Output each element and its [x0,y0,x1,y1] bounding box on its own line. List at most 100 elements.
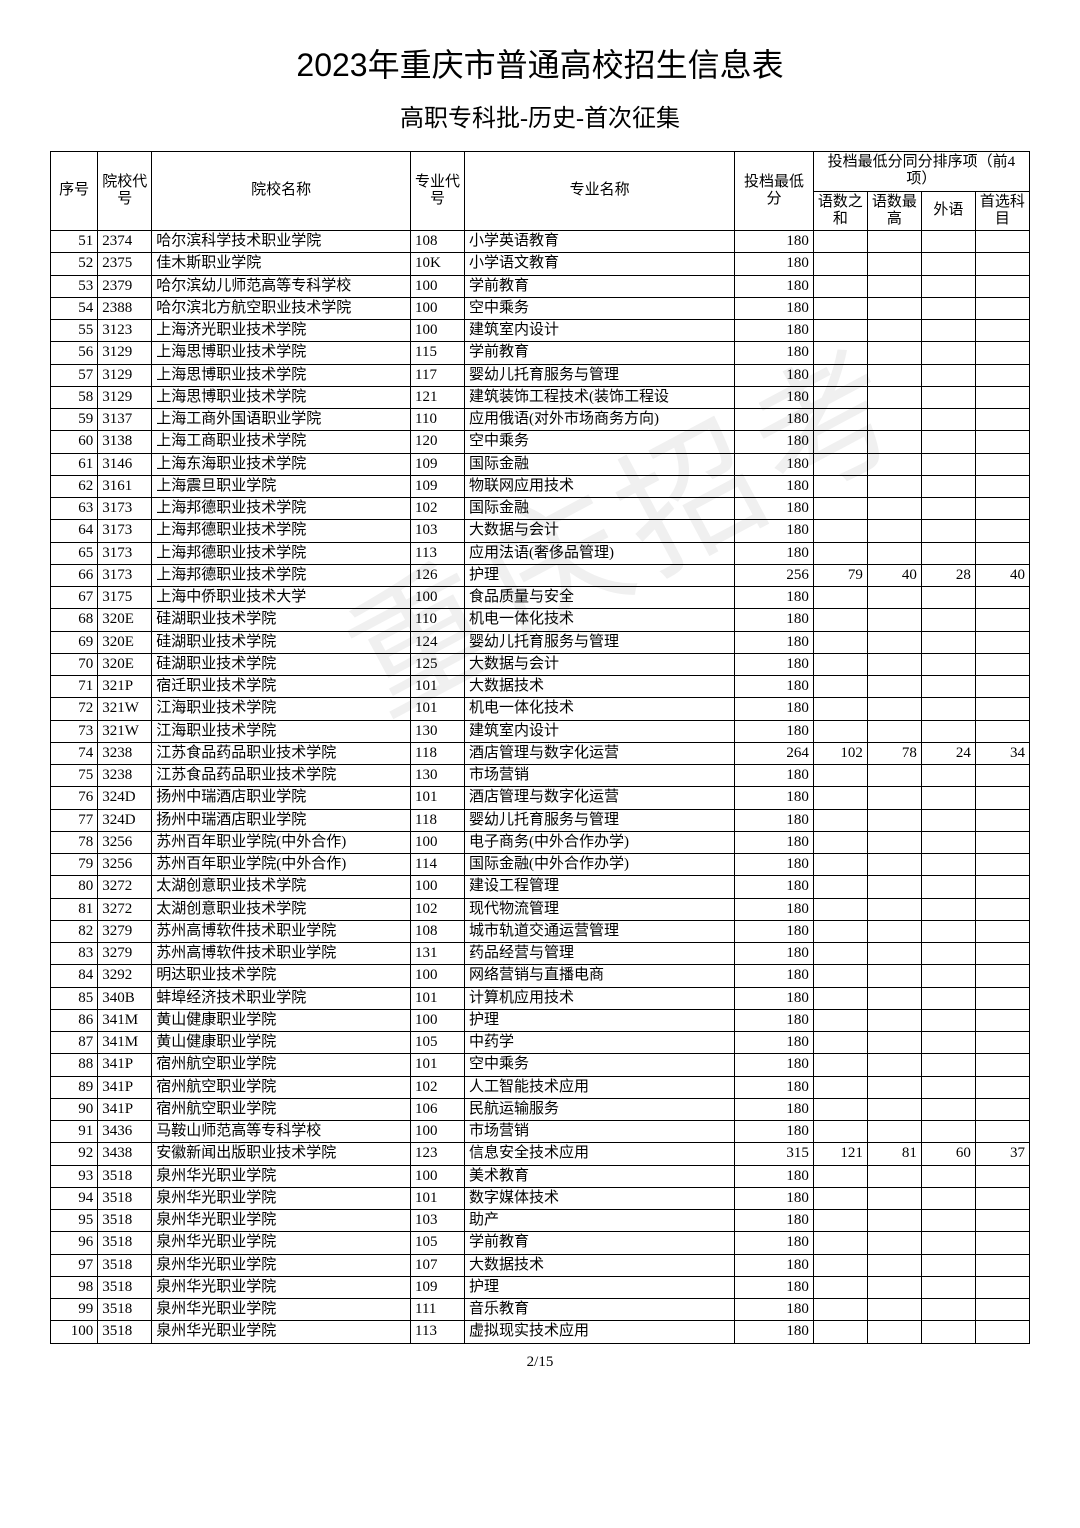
cell-school-code: 3279 [98,943,152,965]
cell-seq: 86 [51,1009,98,1031]
cell-major-name: 空中乘务 [465,297,735,319]
cell-seq: 52 [51,253,98,275]
cell-school-code: 3518 [98,1276,152,1298]
cell-t1: 102 [813,742,867,764]
cell-school-name: 硅湖职业技术学院 [152,609,411,631]
cell-min-score: 180 [735,609,814,631]
cell-t3 [921,631,975,653]
cell-seq: 63 [51,498,98,520]
cell-major-name: 计算机应用技术 [465,987,735,1009]
cell-school-code: 341P [98,1054,152,1076]
cell-major-code: 126 [411,564,465,586]
cell-school-code: 3175 [98,587,152,609]
cell-t4: 37 [975,1143,1029,1165]
cell-seq: 56 [51,342,98,364]
th-school-code: 院校代号 [98,152,152,231]
cell-t3 [921,1254,975,1276]
cell-min-score: 180 [735,765,814,787]
cell-min-score: 180 [735,1254,814,1276]
cell-t1 [813,364,867,386]
th-t2: 语数最高 [867,191,921,231]
cell-major-code: 109 [411,1276,465,1298]
table-row: 803272太湖创意职业技术学院100建设工程管理180 [51,876,1030,898]
cell-t1 [813,1054,867,1076]
cell-t1 [813,809,867,831]
cell-seq: 95 [51,1210,98,1232]
cell-t1 [813,943,867,965]
cell-t3 [921,854,975,876]
cell-t1 [813,787,867,809]
cell-t4 [975,1076,1029,1098]
table-row: 87341M黄山健康职业学院105中药学180 [51,1032,1030,1054]
cell-major-code: 105 [411,1232,465,1254]
cell-school-code: 320E [98,653,152,675]
cell-t3 [921,609,975,631]
cell-major-code: 100 [411,297,465,319]
cell-t1 [813,475,867,497]
cell-school-name: 苏州百年职业学院(中外合作) [152,831,411,853]
cell-school-name: 苏州高博软件技术职业学院 [152,920,411,942]
page-subtitle: 高职专科批-历史-首次征集 [50,98,1030,133]
cell-t4 [975,676,1029,698]
cell-t2 [867,275,921,297]
cell-t3 [921,231,975,253]
cell-major-code: 102 [411,1076,465,1098]
cell-major-code: 131 [411,943,465,965]
cell-school-name: 宿迁职业技术学院 [152,676,411,698]
cell-major-code: 115 [411,342,465,364]
cell-t1 [813,1032,867,1054]
cell-major-code: 100 [411,1009,465,1031]
cell-seq: 62 [51,475,98,497]
cell-t3: 60 [921,1143,975,1165]
cell-seq: 55 [51,320,98,342]
cell-major-code: 107 [411,1254,465,1276]
table-row: 983518泉州华光职业学院109护理180 [51,1276,1030,1298]
table-row: 643173上海邦德职业技术学院103大数据与会计180 [51,520,1030,542]
cell-min-score: 180 [735,520,814,542]
cell-major-code: 100 [411,1121,465,1143]
cell-t1 [813,609,867,631]
table-row: 68320E硅湖职业技术学院110机电一体化技术180 [51,609,1030,631]
table-row: 77324D扬州中瑞酒店职业学院118婴幼儿托育服务与管理180 [51,809,1030,831]
cell-t1 [813,1187,867,1209]
cell-major-code: 101 [411,1054,465,1076]
cell-school-code: 321P [98,676,152,698]
cell-min-score: 180 [735,1276,814,1298]
cell-seq: 87 [51,1032,98,1054]
cell-t3 [921,275,975,297]
cell-major-code: 120 [411,431,465,453]
cell-min-score: 180 [735,854,814,876]
cell-t4 [975,787,1029,809]
cell-t2 [867,631,921,653]
cell-t2 [867,1032,921,1054]
table-row: 933518泉州华光职业学院100美术教育180 [51,1165,1030,1187]
table-row: 913436马鞍山师范高等专科学校100市场营销180 [51,1121,1030,1143]
th-t4: 首选科目 [975,191,1029,231]
cell-min-score: 180 [735,342,814,364]
cell-major-name: 国际金融(中外合作办学) [465,854,735,876]
cell-major-name: 学前教育 [465,1232,735,1254]
cell-t4 [975,653,1029,675]
cell-school-code: 2375 [98,253,152,275]
cell-t4 [975,1321,1029,1343]
cell-school-name: 佳木斯职业学院 [152,253,411,275]
cell-t2 [867,943,921,965]
cell-seq: 77 [51,809,98,831]
cell-school-code: 320E [98,609,152,631]
cell-min-score: 180 [735,542,814,564]
table-row: 603138上海工商职业技术学院120空中乘务180 [51,431,1030,453]
cell-major-code: 10K [411,253,465,275]
cell-seq: 88 [51,1054,98,1076]
cell-school-code: 3137 [98,409,152,431]
cell-t4 [975,253,1029,275]
cell-school-code: 3256 [98,854,152,876]
cell-seq: 76 [51,787,98,809]
cell-t2 [867,297,921,319]
cell-t1 [813,231,867,253]
admissions-table: 序号 院校代号 院校名称 专业代号 专业名称 投档最低分 投档最低分同分排序项（… [50,151,1030,1344]
cell-t3 [921,898,975,920]
cell-t2 [867,653,921,675]
cell-t3 [921,698,975,720]
cell-school-code: 3256 [98,831,152,853]
cell-min-score: 180 [735,653,814,675]
